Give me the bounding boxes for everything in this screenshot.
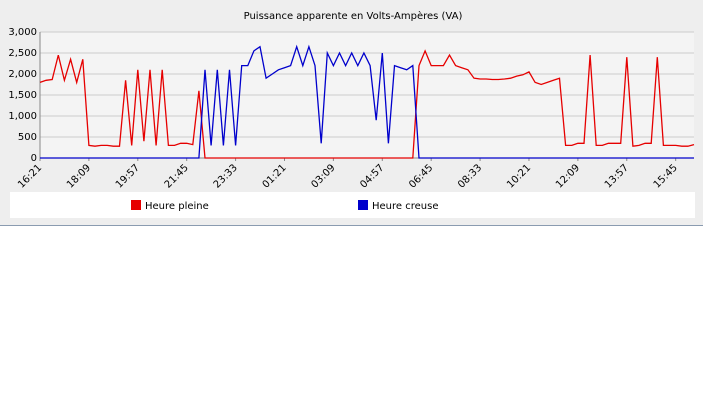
legend-label: Heure pleine xyxy=(145,201,209,212)
y-tick-label: 2,500 xyxy=(8,48,37,59)
series-line xyxy=(40,44,694,159)
y-tick-label: 1,000 xyxy=(8,111,37,122)
legend-swatch xyxy=(131,200,141,210)
y-tick-label: 2,000 xyxy=(8,69,37,80)
legend-label: Heure creuse xyxy=(372,201,438,212)
legend-box xyxy=(10,192,695,218)
y-tick-label: 1,500 xyxy=(8,90,37,101)
legend-swatch xyxy=(358,200,368,210)
chart-title: Puissance apparente en Volts-Ampères (VA… xyxy=(244,10,463,22)
series-line xyxy=(39,49,695,159)
y-tick-label: 0 xyxy=(31,153,37,164)
y-tick-label: 500 xyxy=(18,132,37,143)
y-tick-label: 3,000 xyxy=(8,27,37,38)
